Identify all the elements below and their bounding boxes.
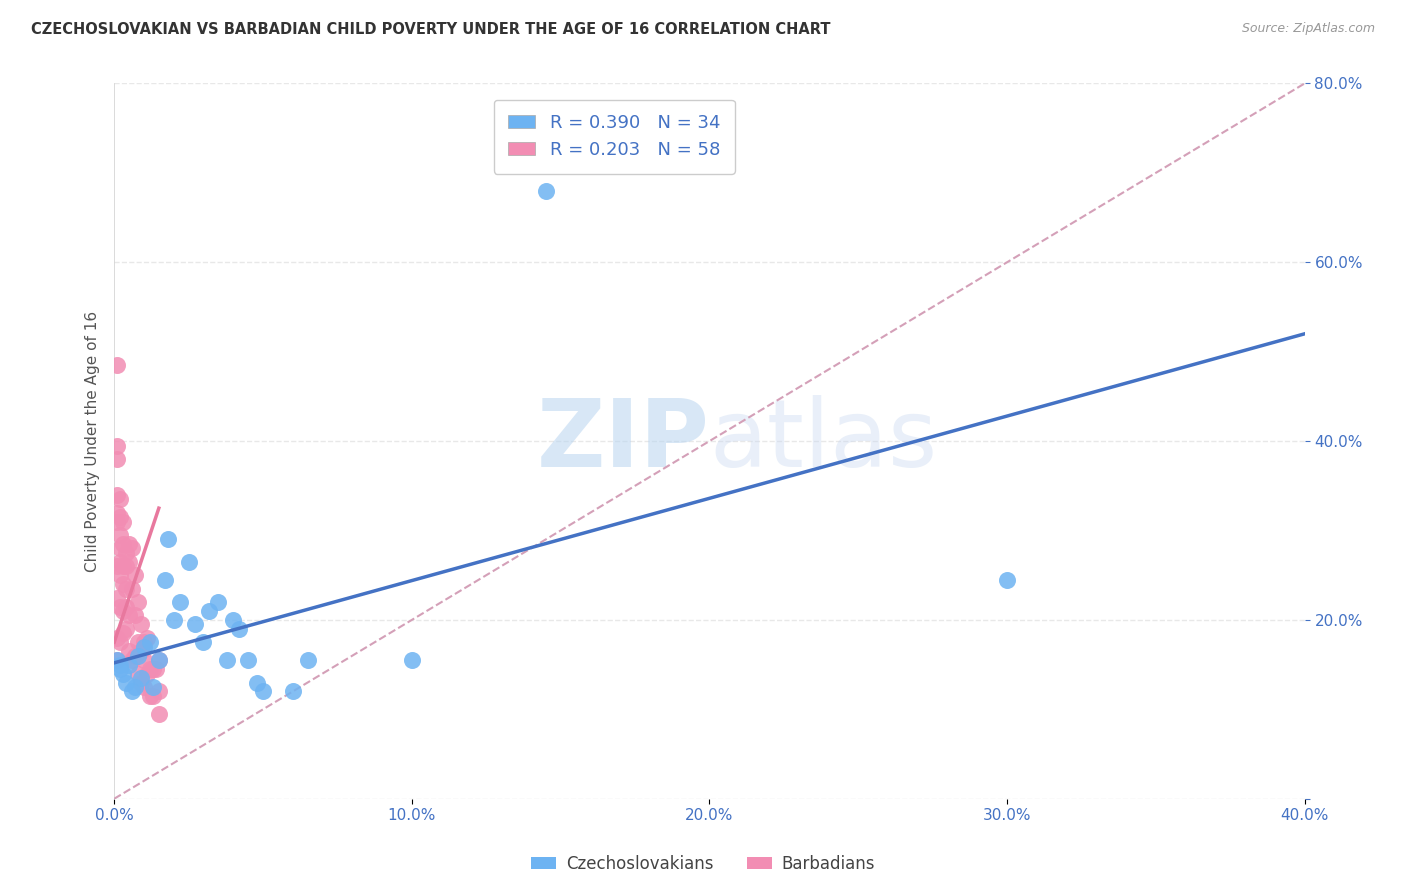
Point xyxy=(112,626,135,640)
Legend: Czechoslovakians, Barbadians: Czechoslovakians, Barbadians xyxy=(524,848,882,880)
Point xyxy=(124,680,146,694)
Point xyxy=(153,573,176,587)
Point xyxy=(118,537,141,551)
Point xyxy=(995,573,1018,587)
Point xyxy=(222,613,245,627)
Point xyxy=(148,706,170,721)
Point xyxy=(124,648,146,663)
Point xyxy=(148,684,170,698)
Point xyxy=(108,657,131,672)
Point xyxy=(115,622,138,636)
Point xyxy=(135,666,157,681)
Point xyxy=(127,635,149,649)
Point xyxy=(105,439,128,453)
Point xyxy=(217,653,239,667)
Point xyxy=(112,559,135,574)
Point xyxy=(118,657,141,672)
Point xyxy=(129,644,152,658)
Point xyxy=(127,666,149,681)
Point xyxy=(129,671,152,685)
Point xyxy=(132,653,155,667)
Point xyxy=(148,653,170,667)
Point xyxy=(198,604,221,618)
Point xyxy=(118,608,141,623)
Point xyxy=(115,546,138,560)
Point xyxy=(252,684,274,698)
Point xyxy=(132,680,155,694)
Point xyxy=(118,644,141,658)
Point xyxy=(145,662,167,676)
Point xyxy=(124,568,146,582)
Legend: R = 0.390   N = 34, R = 0.203   N = 58: R = 0.390 N = 34, R = 0.203 N = 58 xyxy=(494,100,735,174)
Point xyxy=(115,599,138,614)
Point xyxy=(105,452,128,467)
Point xyxy=(115,675,138,690)
Point xyxy=(401,653,423,667)
Text: CZECHOSLOVAKIAN VS BARBADIAN CHILD POVERTY UNDER THE AGE OF 16 CORRELATION CHART: CZECHOSLOVAKIAN VS BARBADIAN CHILD POVER… xyxy=(31,22,831,37)
Point xyxy=(183,617,205,632)
Point xyxy=(127,648,149,663)
Point xyxy=(148,653,170,667)
Point xyxy=(139,635,162,649)
Point xyxy=(142,662,165,676)
Point xyxy=(121,541,143,556)
Point xyxy=(127,595,149,609)
Point xyxy=(108,528,131,542)
Point xyxy=(156,533,179,547)
Point xyxy=(108,555,131,569)
Text: ZIP: ZIP xyxy=(537,395,710,487)
Point xyxy=(207,595,229,609)
Point xyxy=(105,591,128,605)
Point xyxy=(115,582,138,596)
Point xyxy=(135,631,157,645)
Point xyxy=(112,577,135,591)
Point xyxy=(112,537,135,551)
Point xyxy=(105,515,128,529)
Point xyxy=(246,675,269,690)
Point xyxy=(118,555,141,569)
Point xyxy=(169,595,191,609)
Point xyxy=(112,604,135,618)
Point xyxy=(121,582,143,596)
Point xyxy=(105,358,128,372)
Point xyxy=(108,510,131,524)
Point xyxy=(132,640,155,654)
Point xyxy=(112,666,135,681)
Point xyxy=(108,599,131,614)
Point xyxy=(534,184,557,198)
Point xyxy=(297,653,319,667)
Point xyxy=(193,635,215,649)
Point xyxy=(236,653,259,667)
Point xyxy=(115,559,138,574)
Y-axis label: Child Poverty Under the Age of 16: Child Poverty Under the Age of 16 xyxy=(86,310,100,572)
Point xyxy=(163,613,186,627)
Point xyxy=(121,684,143,698)
Point xyxy=(105,653,128,667)
Point xyxy=(142,689,165,703)
Point xyxy=(105,506,128,520)
Point xyxy=(142,680,165,694)
Point xyxy=(139,662,162,676)
Point xyxy=(281,684,304,698)
Point xyxy=(129,675,152,690)
Point xyxy=(177,555,200,569)
Point xyxy=(105,559,128,574)
Point xyxy=(112,515,135,529)
Point xyxy=(105,488,128,502)
Point xyxy=(129,617,152,632)
Point xyxy=(108,492,131,507)
Point xyxy=(139,689,162,703)
Point xyxy=(132,635,155,649)
Point xyxy=(108,662,131,676)
Point xyxy=(121,653,143,667)
Point xyxy=(105,631,128,645)
Text: atlas: atlas xyxy=(710,395,938,487)
Point xyxy=(108,568,131,582)
Point xyxy=(105,653,128,667)
Point xyxy=(108,635,131,649)
Point xyxy=(228,622,250,636)
Point xyxy=(124,608,146,623)
Text: Source: ZipAtlas.com: Source: ZipAtlas.com xyxy=(1241,22,1375,36)
Point xyxy=(108,541,131,556)
